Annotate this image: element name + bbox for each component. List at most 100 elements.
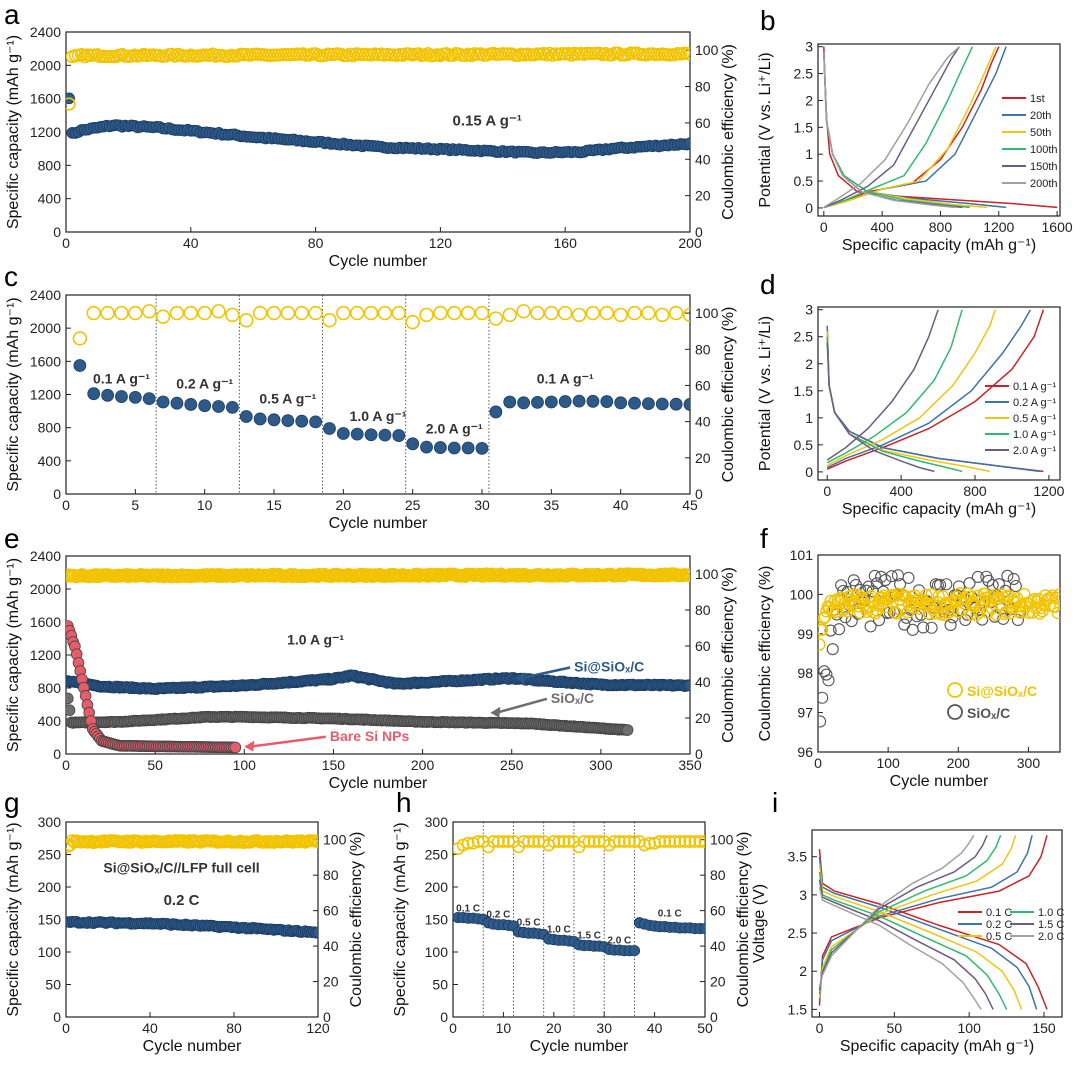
data-point [475,441,489,455]
plot-area [72,295,690,494]
y-tick-label: 150 [425,912,449,928]
data-point [600,395,614,408]
efficiency-point [698,835,705,848]
annotation-label: 0.1 A g⁻¹ [537,371,594,387]
efficiency-point [517,835,530,848]
efficiency-point [284,567,298,582]
y-tick-label: 300 [38,814,62,830]
efficiency-point [322,313,337,328]
efficiency-point [826,643,839,656]
legend-label: 150th [1030,161,1058,173]
annotation-label: 1.0 A g⁻¹ [350,408,407,424]
panel-letter: b [760,5,776,36]
efficiency-point [471,835,485,848]
y2-tick-label: 40 [323,938,339,954]
efficiency-point [906,623,919,636]
efficiency-point [405,314,420,330]
panel-letter: g [4,787,20,818]
x-tick-label: 120 [429,235,453,251]
efficiency-point [582,835,596,848]
efficiency-point [128,305,143,321]
efficiency-point [865,590,878,603]
data-point [558,395,572,408]
efficiency-point [266,305,282,321]
y-tick-label: 800 [38,680,62,696]
curve-discharge [823,52,970,209]
efficiency-point [929,607,943,620]
plot-area [66,567,690,754]
plot-area [823,46,1058,209]
curve-discharge [818,864,1023,1010]
y-tick-label: 50 [432,977,448,993]
annotation-label: 0.2 A g⁻¹ [176,376,233,392]
data-point [683,398,690,411]
y-tick-label: 2400 [30,24,61,40]
data-point [156,395,170,409]
y-axis-label: Specific capacity (mAh g⁻¹) [5,297,22,491]
efficiency-point [280,305,296,321]
efficiency-point [73,569,87,583]
efficiency-point [973,605,986,619]
y-tick-label: 200 [38,879,62,895]
data-point [628,945,641,957]
y-tick-label: 800 [38,157,62,173]
efficiency-point [585,305,601,321]
y-tick-label: 0 [53,1009,61,1025]
annotation-label: 2.0 C [607,936,631,947]
efficiency-point [210,569,225,583]
plot-area [818,834,1048,1010]
data-point [212,400,225,413]
y-tick-label: 0.5 [794,437,814,453]
y-tick-label: 400 [38,191,62,207]
panel-letter: e [4,523,20,554]
annotation-label: 0.5 C [517,917,541,928]
efficiency-point [86,305,101,321]
legend-label: 0.2 A g⁻¹ [1013,397,1056,409]
legend-label: 0.1 C [986,907,1012,919]
legend-label: 1.0 A g⁻¹ [1013,429,1056,441]
efficiency-point [1001,569,1014,582]
efficiency-point [663,835,677,848]
efficiency-point [421,47,435,61]
legend-marker [947,682,963,698]
efficiency-point [547,835,561,848]
efficiency-point [552,835,566,848]
y2-tick-label: 20 [695,450,711,466]
efficiency-point [992,578,1006,591]
curve-charge [823,46,974,209]
curve-discharge [823,52,1007,209]
efficiency-point [522,835,535,848]
y-tick-label: 0 [53,486,61,502]
curve-charge [818,835,1002,995]
plot-area [818,569,1060,728]
y-tick-label: 3.5 [788,849,808,865]
y-tick-label: 2000 [30,581,61,597]
panel-d: d 0 400 800 1200 0 0.5 1 1.5 2 2.5 3 Specific capaci… [757,269,1065,518]
curve-charge [826,309,1045,470]
y-tick-label: 98 [797,665,813,681]
y-tick-label: 1600 [30,91,61,107]
efficiency-point [1007,572,1020,586]
y-axis-label: Specific capacity (mAh g⁻¹) [392,822,409,1016]
x-tick-label: 0 [62,757,70,773]
efficiency-point [641,305,656,321]
x-tick-label: 400 [889,483,913,499]
curve-charge [826,309,1032,469]
legend-label: 20th [1030,110,1051,122]
efficiency-point [611,46,625,60]
y2-tick-label: 60 [695,115,711,131]
curve-charge [826,309,963,464]
efficiency-point [587,835,601,848]
x-tick-label: 0 [823,483,831,499]
y-tick-label: 1200 [30,387,61,403]
efficiency-point [888,606,902,619]
x-tick-label: 0 [816,1020,824,1036]
efficiency-point [673,835,687,848]
efficiency-point [311,835,318,849]
x-tick-label: 20 [546,1020,562,1036]
efficiency-point [835,579,848,592]
y2-tick-label: 60 [695,638,711,654]
efficiency-point [527,835,541,848]
y-axis-label: Coulombic efficiency (%) [757,566,774,742]
y2-tick-label: 40 [695,674,711,690]
